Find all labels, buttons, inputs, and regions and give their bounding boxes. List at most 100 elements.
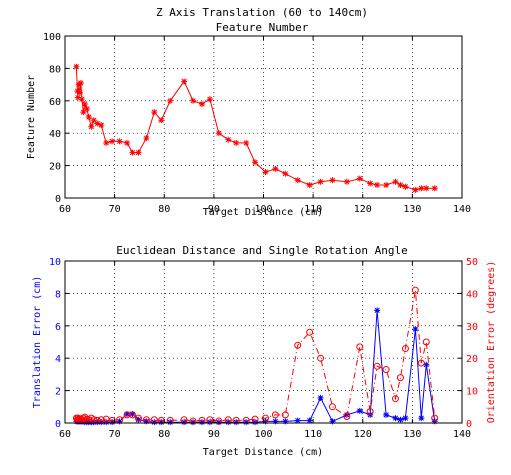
chart1-feature-series-point xyxy=(98,122,105,129)
chart2-x-ticks: 60 70 80 90 100 110 120 130 140 xyxy=(59,261,471,440)
chart2-orientation-series-point xyxy=(134,414,142,422)
chart1-x-tick-label: 140 xyxy=(453,204,471,215)
chart2-x-axis-label: Target Distance (cm) xyxy=(203,447,323,458)
chart2-x-tick-label: 60 xyxy=(59,429,71,440)
chart1-x-tick-label: 70 xyxy=(109,204,121,215)
chart2-left-y-tick-label: 2 xyxy=(55,387,61,398)
chart2-orientation-series-point xyxy=(189,417,197,425)
chart2-orientation-series-point xyxy=(373,362,381,370)
chart2-translation-series-point xyxy=(317,394,324,401)
chart1-feature-series-point xyxy=(418,185,425,192)
chart2-orientation-series-point xyxy=(261,414,269,422)
chart2-right-y-tick-label: 40 xyxy=(466,289,478,300)
chart1-feature-series-point xyxy=(76,89,83,96)
chart2-orientation-series-point xyxy=(74,414,82,422)
chart2-right-y-tick-label: 0 xyxy=(466,419,472,430)
chart1-feature-series-point xyxy=(129,149,136,156)
chart2-orientation-series-point xyxy=(343,413,351,421)
chart1-feature-series-point xyxy=(329,177,336,184)
chart1-feature-series-point xyxy=(135,149,142,156)
chart2-translation-series-point xyxy=(383,411,390,418)
chart2-x-tick-label: 140 xyxy=(453,429,471,440)
chart2-translation-series-point xyxy=(392,415,399,422)
chart1-feature-series-point xyxy=(262,169,269,176)
chart1-series xyxy=(73,63,438,193)
chart1-feature-series-point xyxy=(233,139,240,146)
chart1-feature-series-point xyxy=(167,97,174,104)
chart1-grid xyxy=(65,36,462,198)
chart1-feature-series-point xyxy=(412,186,419,193)
chart1-title-line1: Z Axis Translation (60 to 140cm) xyxy=(156,6,368,19)
chart1-feature-series-point xyxy=(294,177,301,184)
chart1-feature-series-point xyxy=(80,109,87,116)
chart2-x-tick-label: 90 xyxy=(208,429,220,440)
chart2-orientation-series-point xyxy=(306,328,314,336)
chart2-x-tick-label: 120 xyxy=(354,429,372,440)
chart2-right-y-tick-label: 30 xyxy=(466,322,478,333)
chart2-orientation-series-point xyxy=(294,341,302,349)
chart1-feature-series-point xyxy=(306,182,313,189)
chart1-feature-series-point xyxy=(397,182,404,189)
chart1-x-tick-label: 80 xyxy=(158,204,170,215)
chart1-feature-series-point xyxy=(158,117,165,124)
chart2-x-tick-label: 100 xyxy=(254,429,272,440)
chart1-feature-series-point xyxy=(181,78,188,85)
chart1-feature-series-point xyxy=(190,97,197,104)
chart2-left-y-axis-label: Translation Error (cm) xyxy=(32,276,43,408)
chart2-orientation-series-point xyxy=(317,354,325,362)
chart2-right-y-tick-label: 10 xyxy=(466,387,478,398)
chart1-feature-series-point xyxy=(206,96,213,103)
chart1-y-ticks: 0 20 40 60 80 100 xyxy=(43,32,69,205)
chart2-x-tick-label: 80 xyxy=(158,429,170,440)
chart1-feature-series-point xyxy=(81,101,88,108)
chart1-x-tick-label: 100 xyxy=(254,204,272,215)
chart1-feature-series-point xyxy=(402,183,409,190)
chart1-feature-series-point xyxy=(374,182,381,189)
chart2-title: Euclidean Distance and Single Rotation A… xyxy=(116,244,407,257)
chart1-feature-series-point xyxy=(151,109,158,116)
chart1-x-tick-label: 130 xyxy=(403,204,421,215)
chart2-orientation-series-point xyxy=(396,374,404,382)
chart1-feature-series-point xyxy=(85,114,92,120)
chart1-y-tick-label: 20 xyxy=(49,162,61,173)
chart2-orientation-series-point xyxy=(215,417,223,425)
chart1-feature-series-point xyxy=(383,182,390,189)
chart1-feature-series-point xyxy=(143,135,150,142)
chart1-feature-series-point xyxy=(77,79,84,86)
chart-euclidean-rotation: Euclidean Distance and Single Rotation A… xyxy=(32,244,497,458)
chart1-feature-series-point xyxy=(83,105,90,112)
chart2-orientation-series-point xyxy=(356,343,364,351)
chart2-orientation-series-point xyxy=(123,411,131,419)
chart1-x-tick-label: 110 xyxy=(304,204,322,215)
chart2-orientation-series-point xyxy=(422,338,430,346)
chart2-translation-series-point xyxy=(306,417,313,424)
chart2-right-y-ticks: 0 10 20 30 40 50 xyxy=(458,257,478,430)
chart2-right-y-tick-label: 20 xyxy=(466,354,478,365)
chart1-feature-series-point xyxy=(272,165,279,172)
chart1-y-axis-label: Feature Number xyxy=(26,75,37,159)
chart1-feature-series-point xyxy=(78,96,85,103)
chart2-orientation-series-point xyxy=(128,411,136,419)
chart1-feature-series-point xyxy=(198,101,205,108)
chart1-feature-series-point xyxy=(252,159,259,166)
chart2-x-tick-label: 110 xyxy=(304,429,322,440)
chart2-orientation-series-point xyxy=(328,403,336,411)
chart-feature-number: Z Axis Translation (60 to 140cm) Feature… xyxy=(26,6,471,218)
chart1-x-tick-label: 120 xyxy=(354,204,372,215)
chart2-translation-series-point xyxy=(397,416,404,423)
chart2-grid xyxy=(65,261,462,423)
chart1-feature-series-point xyxy=(73,63,80,70)
chart1-y-tick-label: 100 xyxy=(43,32,61,43)
chart2-orientation-series-point xyxy=(271,411,279,419)
chart2-orientation-series-point xyxy=(366,408,374,416)
chart2-orientation-series-point xyxy=(392,395,400,403)
chart2-orientation-series-point xyxy=(281,411,289,419)
chart1-y-tick-label: 60 xyxy=(49,97,61,108)
chart2-series xyxy=(72,286,439,426)
chart1-feature-series-point xyxy=(392,178,399,185)
chart2-left-y-tick-label: 6 xyxy=(55,322,61,333)
chart2-left-y-ticks: 0 2 4 6 8 10 xyxy=(49,257,69,430)
chart2-translation-series-point xyxy=(402,415,409,422)
